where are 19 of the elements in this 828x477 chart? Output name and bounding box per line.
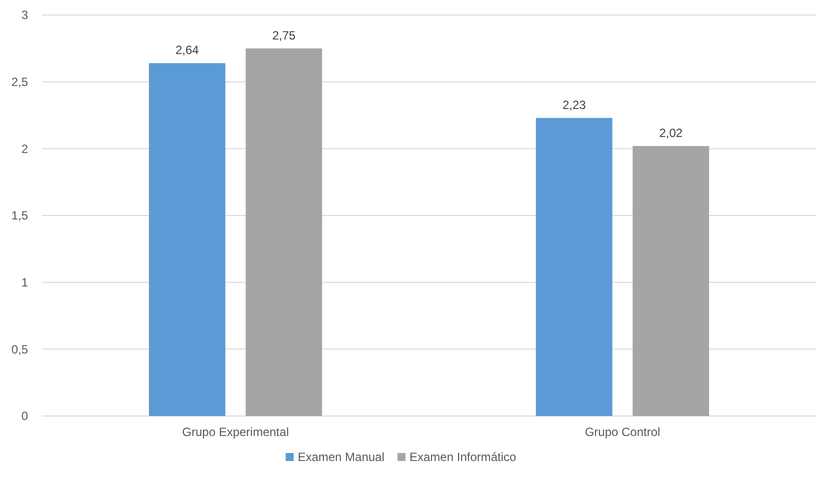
x-tick-label: Grupo Experimental xyxy=(182,425,289,439)
legend-label: Examen Manual xyxy=(298,450,384,464)
data-label: 2,64 xyxy=(175,43,200,58)
bar xyxy=(536,118,612,416)
bar xyxy=(246,48,322,416)
x-tick-label: Grupo Control xyxy=(584,425,660,439)
legend-label: Examen Informático xyxy=(410,450,517,464)
data-label: 2,75 xyxy=(272,28,296,42)
y-tick-label: 2 xyxy=(21,142,28,156)
bar xyxy=(632,146,710,416)
y-tick-label: 0,5 xyxy=(11,342,28,356)
y-tick-label: 1 xyxy=(21,276,28,290)
y-tick-label: 1,5 xyxy=(11,208,28,223)
y-tick-label: 3 xyxy=(21,8,28,22)
bar xyxy=(148,63,226,416)
data-label: 2,23 xyxy=(562,98,586,112)
y-tick-label: 2,5 xyxy=(11,75,28,90)
y-tick-label: 0 xyxy=(21,409,28,424)
data-label: 2,02 xyxy=(659,126,683,140)
